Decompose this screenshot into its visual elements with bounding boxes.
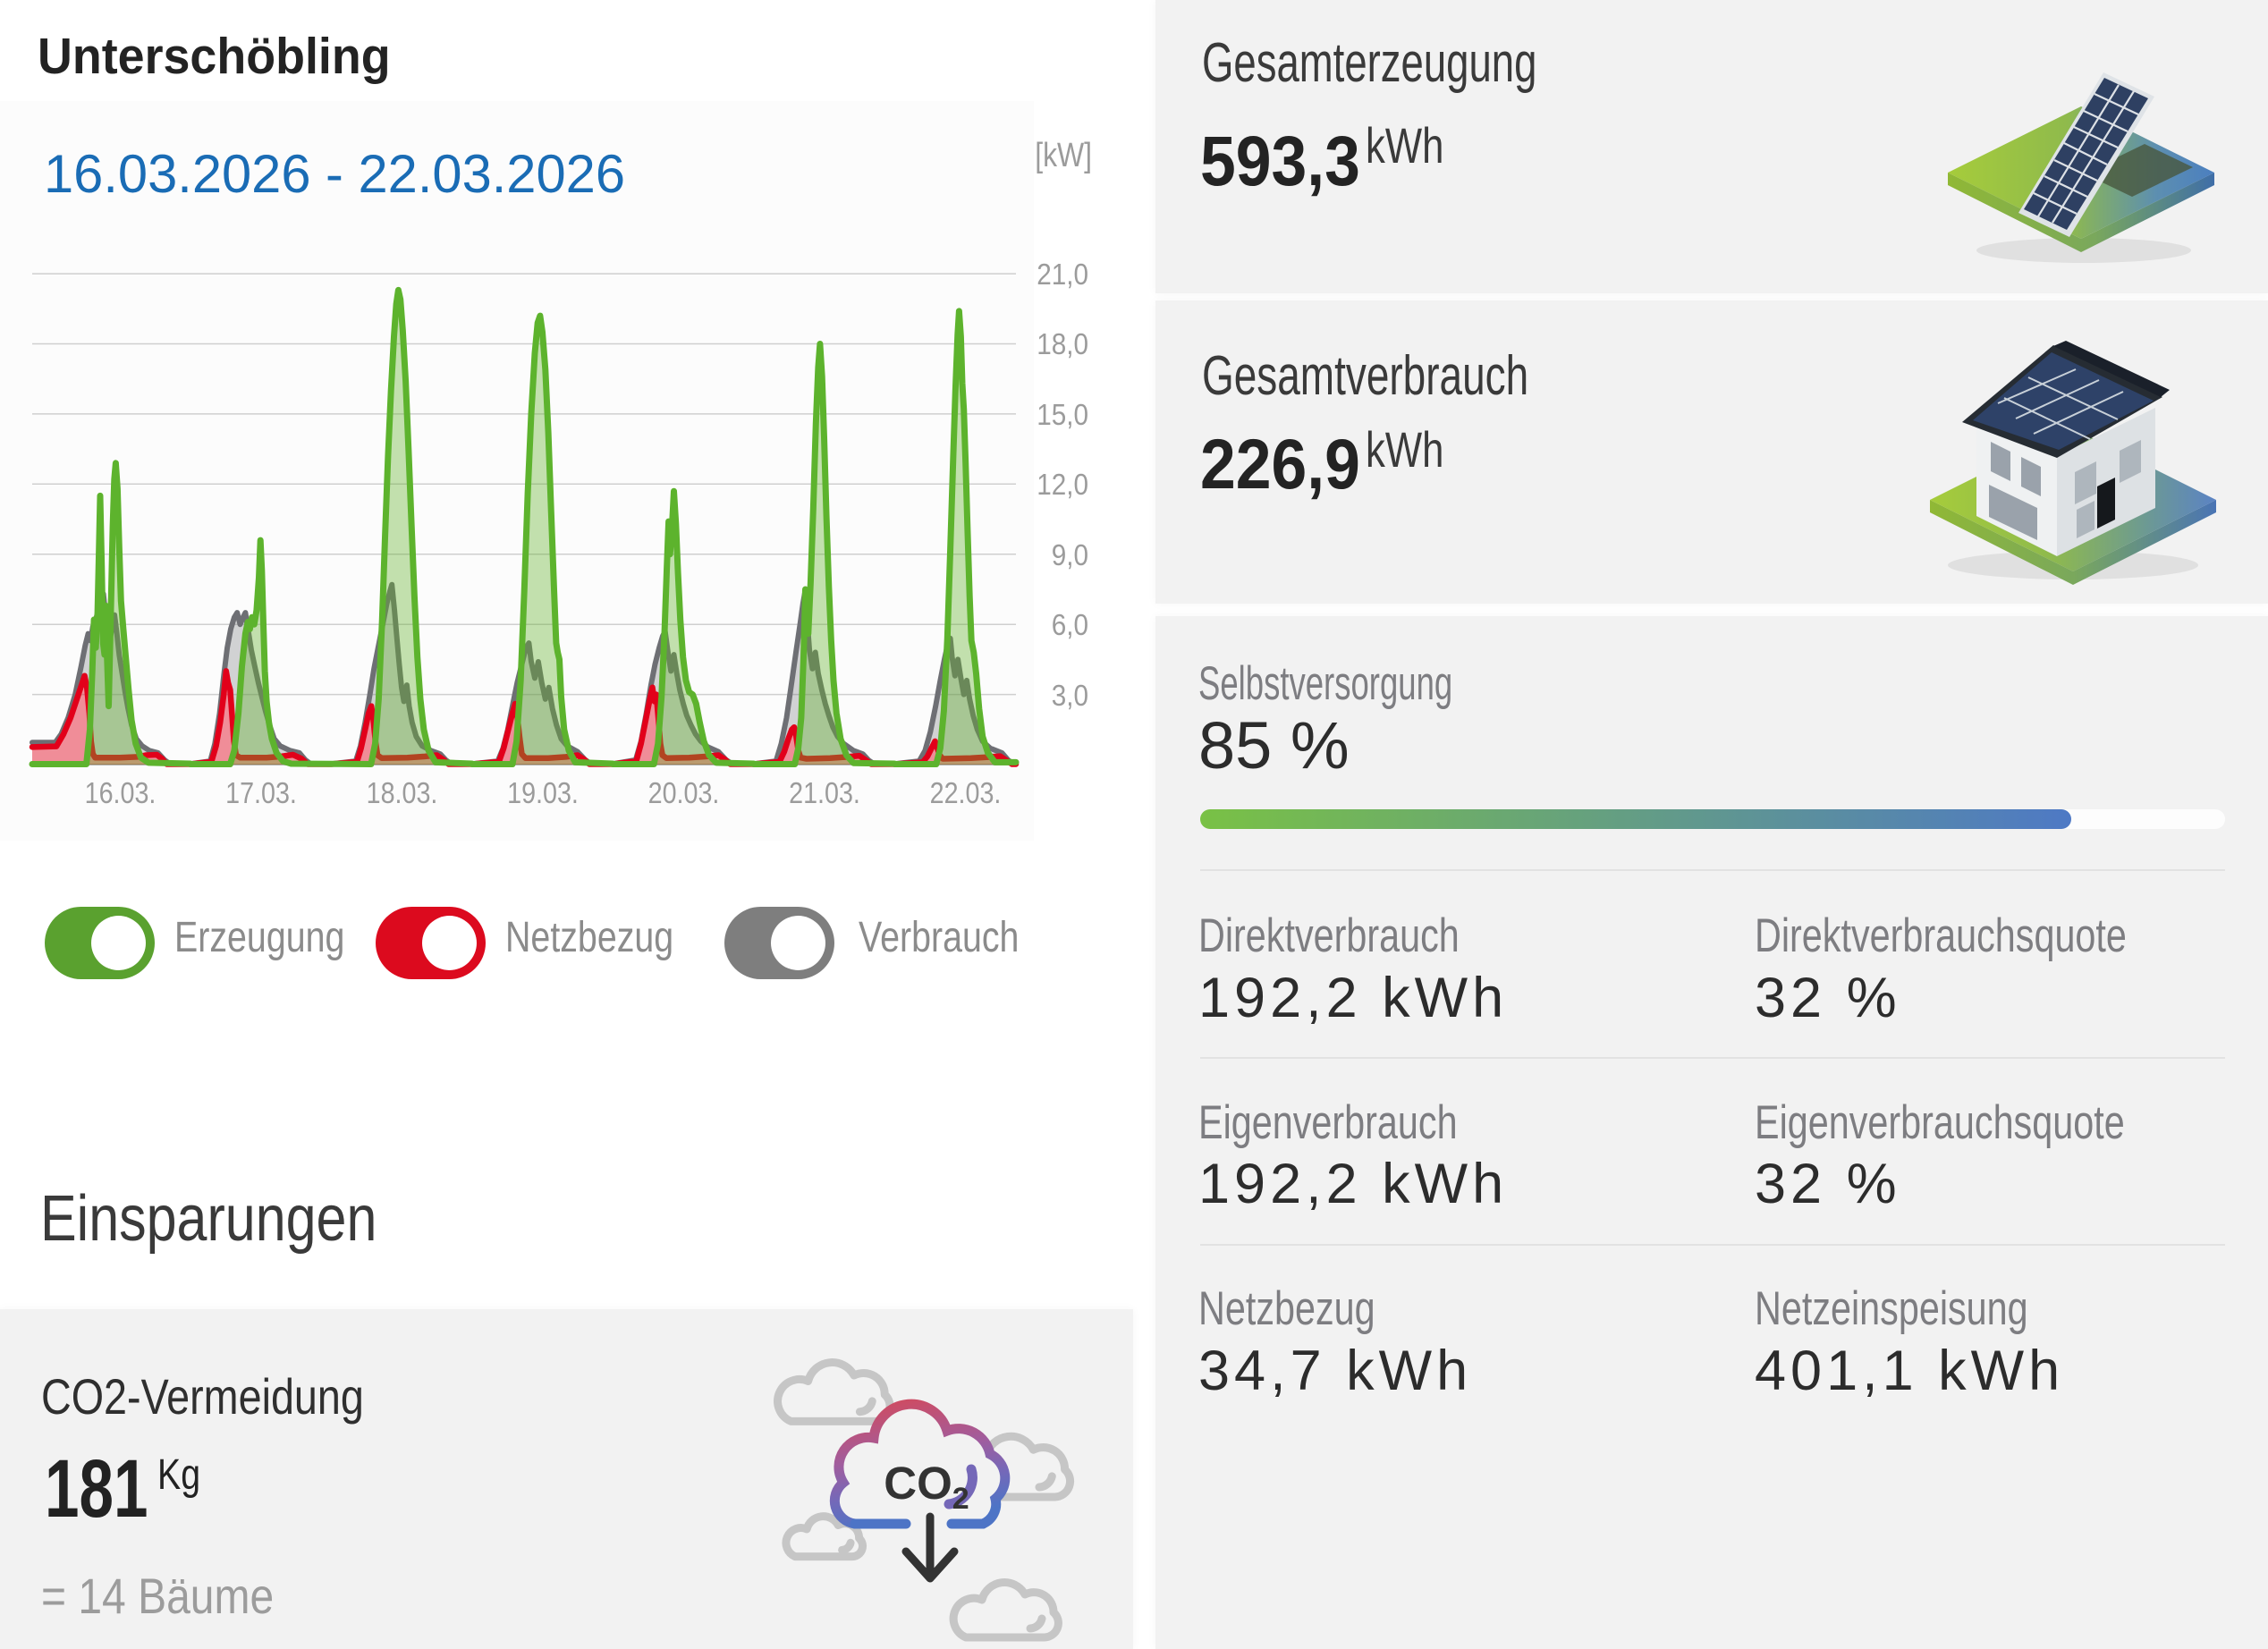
svg-text:21,0: 21,0 <box>1037 258 1088 292</box>
svg-text:19.03.: 19.03. <box>507 776 579 809</box>
svg-text:6,0: 6,0 <box>1052 609 1088 642</box>
svg-text:[kW]: [kW] <box>1035 136 1092 173</box>
svg-text:16.03.: 16.03. <box>85 776 157 809</box>
svg-text:17.03.: 17.03. <box>225 776 297 809</box>
svg-text:22.03.: 22.03. <box>930 776 1002 809</box>
svg-text:20.03.: 20.03. <box>648 776 720 809</box>
svg-text:18,0: 18,0 <box>1037 328 1088 361</box>
svg-text:18.03.: 18.03. <box>367 776 438 809</box>
svg-text:15,0: 15,0 <box>1037 399 1088 432</box>
svg-text:12,0: 12,0 <box>1037 469 1088 502</box>
svg-text:3,0: 3,0 <box>1052 680 1088 713</box>
svg-text:9,0: 9,0 <box>1052 539 1088 572</box>
svg-text:21.03.: 21.03. <box>789 776 860 809</box>
